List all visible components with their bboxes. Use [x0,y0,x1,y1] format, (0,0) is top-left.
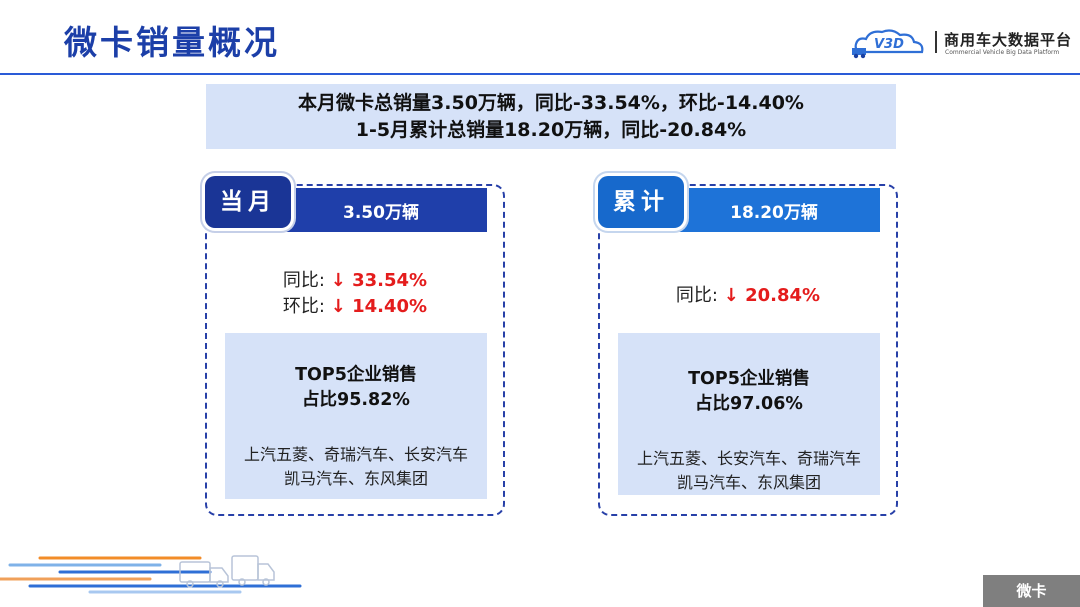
monthly-yoy-value: ↓ 33.54% [330,270,428,291]
cumulative-top5-title: TOP5企业销售 占比97.06% [618,367,880,417]
monthly-mom: 环比: ↓ 14.40% [205,294,505,320]
monthly-mom-label: 环比: [282,296,325,317]
monthly-companies-line-2: 凯马汽车、东风集团 [283,469,428,488]
page-title: 微卡销量概况 [64,23,280,62]
monthly-yoy-label: 同比: [282,270,325,291]
monthly-top5-share: 占比95.82% [302,390,410,410]
truck-cloud-logo-icon: V3D [852,29,924,59]
brand-separator [935,31,937,53]
brand-name: 商用车大数据平台 [944,31,1073,49]
monthly-top5-title: TOP5企业销售 占比95.82% [225,363,487,413]
svg-text:V3D: V3D [874,37,904,52]
cumulative-tab: 累计 [598,176,684,228]
monthly-card-border [205,184,505,516]
summary-box: 本月微卡总销量3.50万辆，同比-33.54%，环比-14.40% 1-5月累计… [206,84,896,149]
monthly-top5-heading: TOP5企业销售 [295,365,417,385]
monthly-top5-box: TOP5企业销售 占比95.82% 上汽五菱、奇瑞汽车、长安汽车 凯马汽车、东风… [225,333,487,499]
cumulative-top5-box: TOP5企业销售 占比97.06% 上汽五菱、长安汽车、奇瑞汽车 凯马汽车、东风… [618,333,880,495]
summary-line-2: 1-5月累计总销量18.20万辆，同比-20.84% [355,119,747,141]
monthly-yoy: 同比: ↓ 33.54% [205,268,505,294]
header-divider [0,73,1080,75]
cumulative-companies-line-2: 凯马汽车、东风集团 [676,473,821,492]
cumulative-yoy: 同比: ↓ 20.84% [598,283,898,309]
cumulative-yoy-value: ↓ 20.84% [723,285,821,306]
cumulative-metrics: 同比: ↓ 20.84% [598,283,898,309]
monthly-top5-companies: 上汽五菱、奇瑞汽车、长安汽车 凯马汽车、东风集团 [225,443,487,491]
cumulative-top5-heading: TOP5企业销售 [688,369,810,389]
summary-line-1: 本月微卡总销量3.50万辆，同比-33.54%，环比-14.40% [298,92,804,114]
monthly-tab: 当月 [205,176,291,228]
cumulative-companies-line-1: 上汽五菱、长安汽车、奇瑞汽车 [636,449,861,468]
trucks-decoration-icon [0,555,302,594]
cumulative-card-border [598,184,898,516]
footer-category-tab: 微卡 [983,575,1080,607]
monthly-mom-value: ↓ 14.40% [330,296,428,317]
monthly-total: 3.50万辆 [275,188,487,232]
monthly-companies-line-1: 上汽五菱、奇瑞汽车、长安汽车 [243,445,468,464]
cumulative-total: 18.20万辆 [668,188,880,232]
cumulative-card: 18.20万辆 累计 同比: ↓ 20.84% TOP5企业销售 占比97.06… [598,176,898,516]
brand-subtitle: Commercial Vehicle Big Data Platform [945,49,1060,56]
brand-logo: V3D 商用车大数据平台 Commercial Vehicle Big Data… [850,24,1075,64]
monthly-metrics: 同比: ↓ 33.54% 环比: ↓ 14.40% [205,268,505,320]
cumulative-top5-companies: 上汽五菱、长安汽车、奇瑞汽车 凯马汽车、东风集团 [618,447,880,495]
cumulative-yoy-label: 同比: [675,285,718,306]
cumulative-top5-share: 占比97.06% [695,394,803,414]
monthly-card: 3.50万辆 当月 同比: ↓ 33.54% 环比: ↓ 14.40% TOP5… [205,176,505,516]
